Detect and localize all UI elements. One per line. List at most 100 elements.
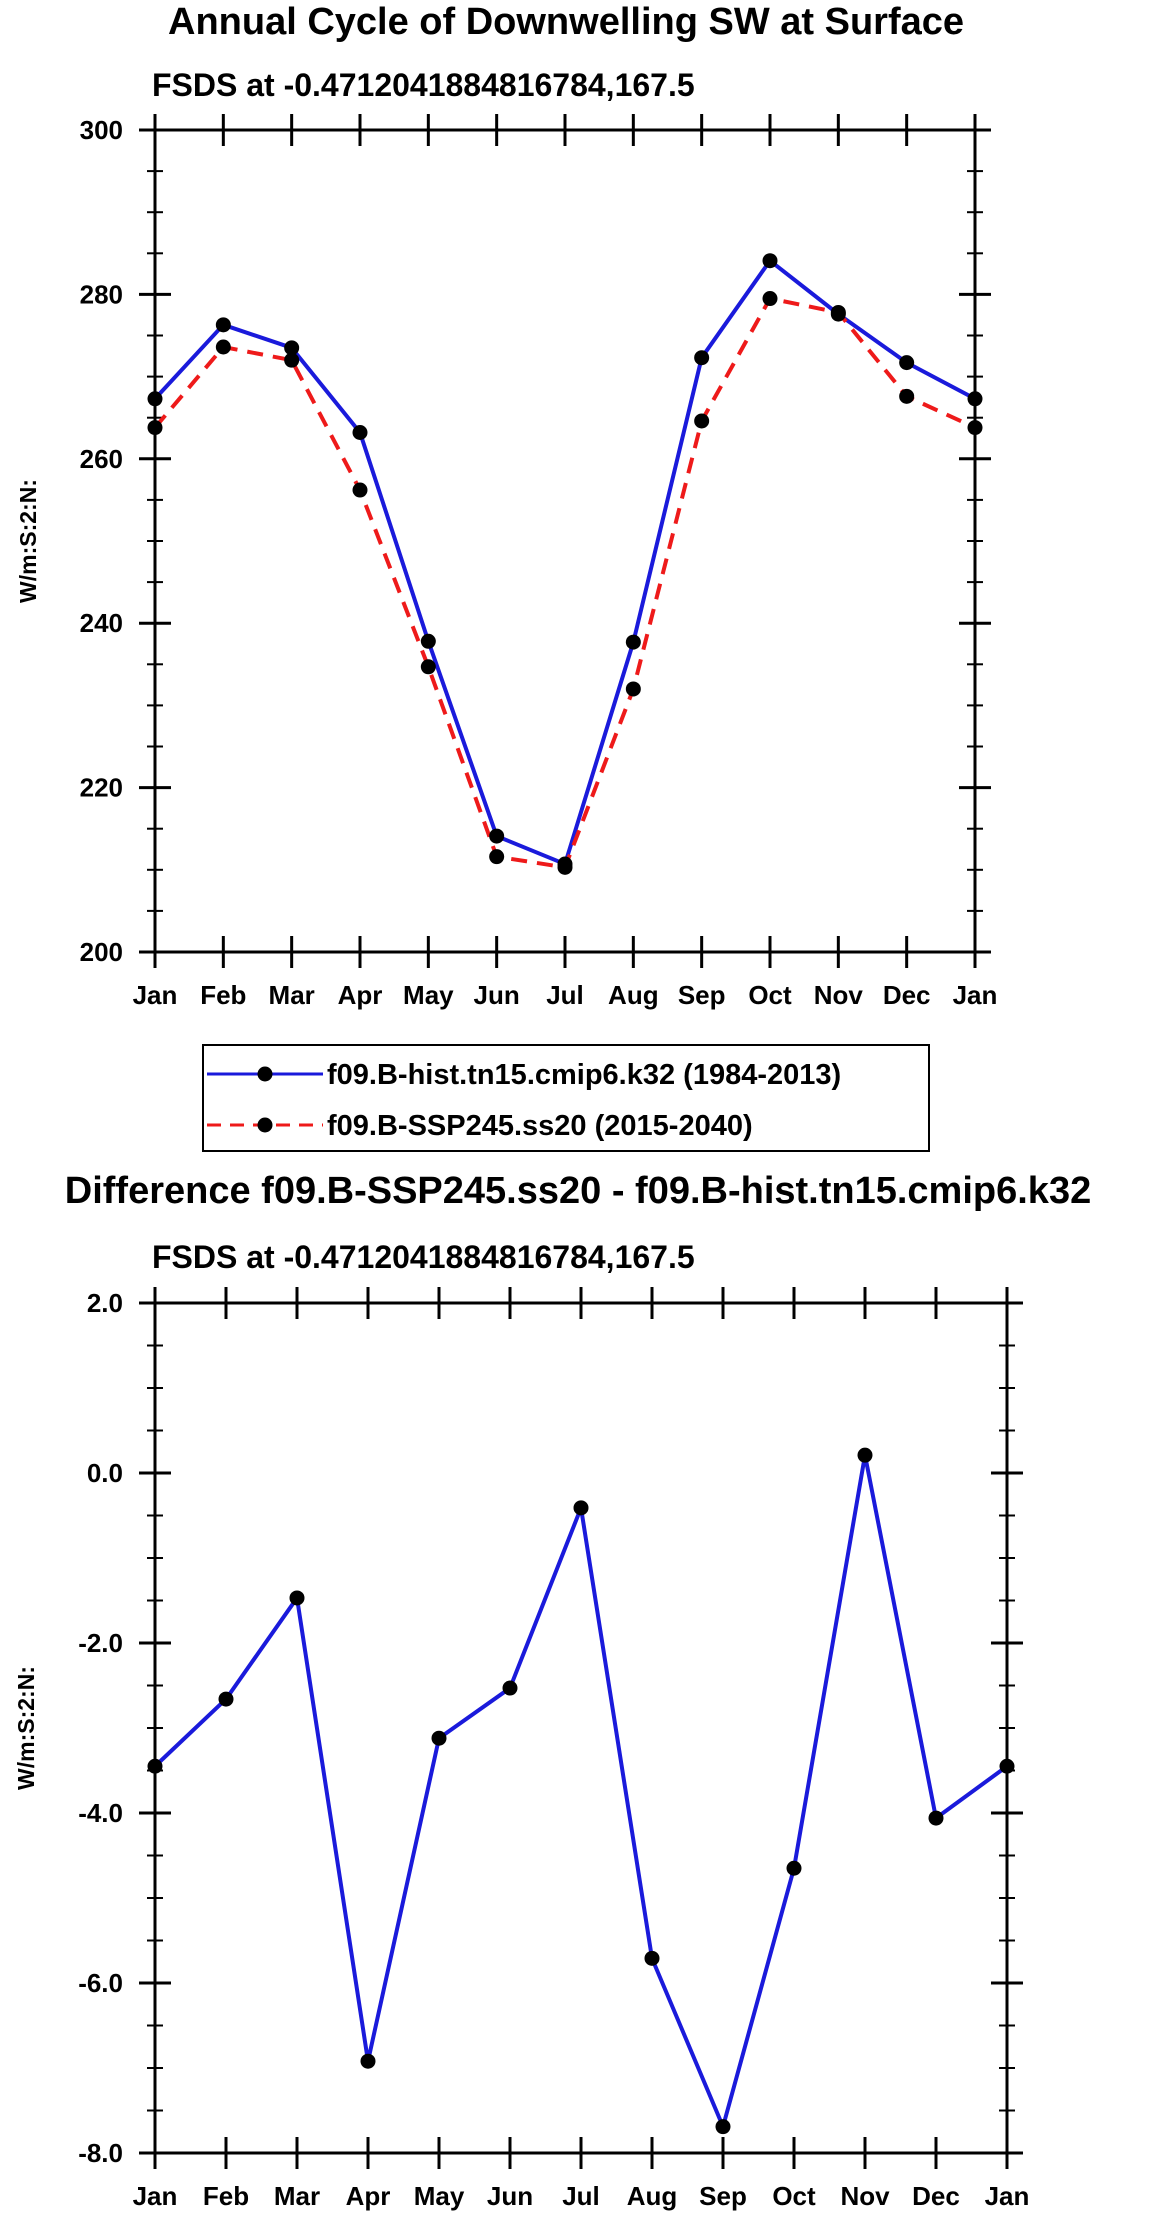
data-point [502, 1680, 518, 1696]
data-point [215, 339, 231, 355]
data-point [762, 253, 778, 269]
legend-box [202, 1044, 930, 1152]
x-tick-label: Nov [814, 980, 864, 1010]
data-point [830, 304, 846, 320]
chart1-frame [153, 128, 977, 954]
x-tick-label: May [414, 2181, 465, 2211]
x-tick-label: Oct [772, 2181, 816, 2211]
series-line [153, 296, 976, 870]
data-point [899, 355, 915, 371]
data-point [147, 420, 163, 436]
data-point [625, 634, 641, 650]
data-point [489, 849, 505, 865]
chart1-y-tick-labels: 200 220 240 260 280 300 [80, 115, 123, 967]
data-point [284, 340, 300, 356]
data-point [147, 1758, 163, 1774]
chart2-title: Difference f09.B-SSP245.ss20 - f09.B-his… [65, 1170, 1091, 1212]
x-tick-label: Jun [474, 980, 520, 1010]
y-tick-label: 0.0 [87, 1458, 123, 1488]
x-tick-label: Feb [203, 2181, 249, 2211]
x-tick-label: Dec [912, 2181, 960, 2211]
x-tick-label: Aug [608, 980, 659, 1010]
data-point [857, 1447, 873, 1463]
y-tick-label: 220 [80, 773, 123, 803]
series-line [153, 258, 976, 867]
y-tick-label: 240 [80, 608, 123, 638]
data-point [967, 420, 983, 436]
chart2-plot-area [139, 1287, 1023, 2169]
data-point [644, 1950, 660, 1966]
data-point [420, 659, 436, 675]
chart2-x-tick-labels: Jan Feb Mar Apr May Jun Jul Aug Sep Oct Nov Dec Jan [133, 2181, 1030, 2211]
chart2-y-axis-label: W/m:S:2:N: [13, 1666, 39, 1790]
y-tick-label: -6.0 [78, 1968, 123, 1998]
data-point [694, 350, 710, 366]
y-tick-label: 260 [80, 444, 123, 474]
legend: f09.B-hist.tn15.cmip6.k32 (1984-2013) f0… [202, 1044, 930, 1152]
x-tick-label: Oct [748, 980, 792, 1010]
x-tick-label: Apr [346, 2181, 391, 2211]
chart1-x-tick-labels: Jan Feb Mar Apr May Jun Jul Aug Sep Oct Nov Dec Jan [133, 980, 998, 1010]
data-point [352, 482, 368, 498]
x-tick-label: Nov [840, 2181, 890, 2211]
legend-marker-hist [257, 1066, 273, 1082]
x-tick-label: Jan [133, 980, 178, 1010]
data-point [999, 1758, 1015, 1774]
data-point [284, 352, 300, 368]
data-point [573, 1500, 589, 1516]
chart1-series [147, 253, 983, 875]
y-tick-label: 300 [80, 115, 123, 145]
chart1-ticks [139, 114, 991, 968]
x-tick-label: May [403, 980, 454, 1010]
x-tick-label: Feb [200, 980, 246, 1010]
data-point [218, 1691, 234, 1707]
data-point [431, 1730, 447, 1746]
chart1-y-axis-label: W/m:S:2:N: [15, 479, 41, 603]
chart2-subtitle: FSDS at -0.4712041884816784,167.5 [152, 1239, 695, 1275]
y-tick-label: 280 [80, 279, 123, 309]
data-point [967, 391, 983, 407]
data-point [694, 413, 710, 429]
x-tick-label: Jul [562, 2181, 600, 2211]
x-tick-label: Jan [985, 2181, 1030, 2211]
x-tick-label: Jun [487, 2181, 533, 2211]
x-tick-label: Jan [133, 2181, 178, 2211]
legend-label-hist: f09.B-hist.tn15.cmip6.k32 (1984-2013) [327, 1059, 841, 1091]
data-point [289, 1590, 305, 1606]
data-point [557, 859, 573, 875]
data-point [360, 2053, 376, 2069]
x-tick-label: Aug [627, 2181, 678, 2211]
y-tick-label: -8.0 [78, 2138, 123, 2168]
x-tick-label: Jan [953, 980, 998, 1010]
data-point [625, 681, 641, 697]
chart2-ticks [139, 1287, 1023, 2169]
x-tick-label: Dec [883, 980, 931, 1010]
x-tick-label: Sep [678, 980, 726, 1010]
data-point [147, 391, 163, 407]
data-point [928, 1810, 944, 1826]
y-tick-label: 2.0 [87, 1288, 123, 1318]
data-point [420, 633, 436, 649]
data-point [352, 424, 368, 440]
x-tick-label: Apr [338, 980, 383, 1010]
x-tick-label: Mar [274, 2181, 320, 2211]
data-point [489, 828, 505, 844]
chart2-series [147, 1447, 1015, 2135]
data-point [215, 317, 231, 333]
x-tick-label: Jul [546, 980, 584, 1010]
chart2-frame [153, 1301, 1009, 2155]
y-tick-label: -2.0 [78, 1628, 123, 1658]
y-tick-label: 200 [80, 937, 123, 967]
chart2-y-tick-labels: -8.0 -6.0 -4.0 -2.0 0.0 2.0 [78, 1288, 123, 2168]
x-tick-label: Mar [269, 980, 315, 1010]
chart1-subtitle: FSDS at -0.4712041884816784,167.5 [152, 67, 695, 103]
series-line [153, 1453, 1009, 2129]
data-point [762, 291, 778, 307]
data-point [899, 388, 915, 404]
x-tick-label: Sep [699, 2181, 747, 2211]
data-point [786, 1860, 802, 1876]
legend-marker-ssp [257, 1117, 273, 1133]
chart1-plot-area [139, 114, 991, 968]
data-point [715, 2119, 731, 2135]
